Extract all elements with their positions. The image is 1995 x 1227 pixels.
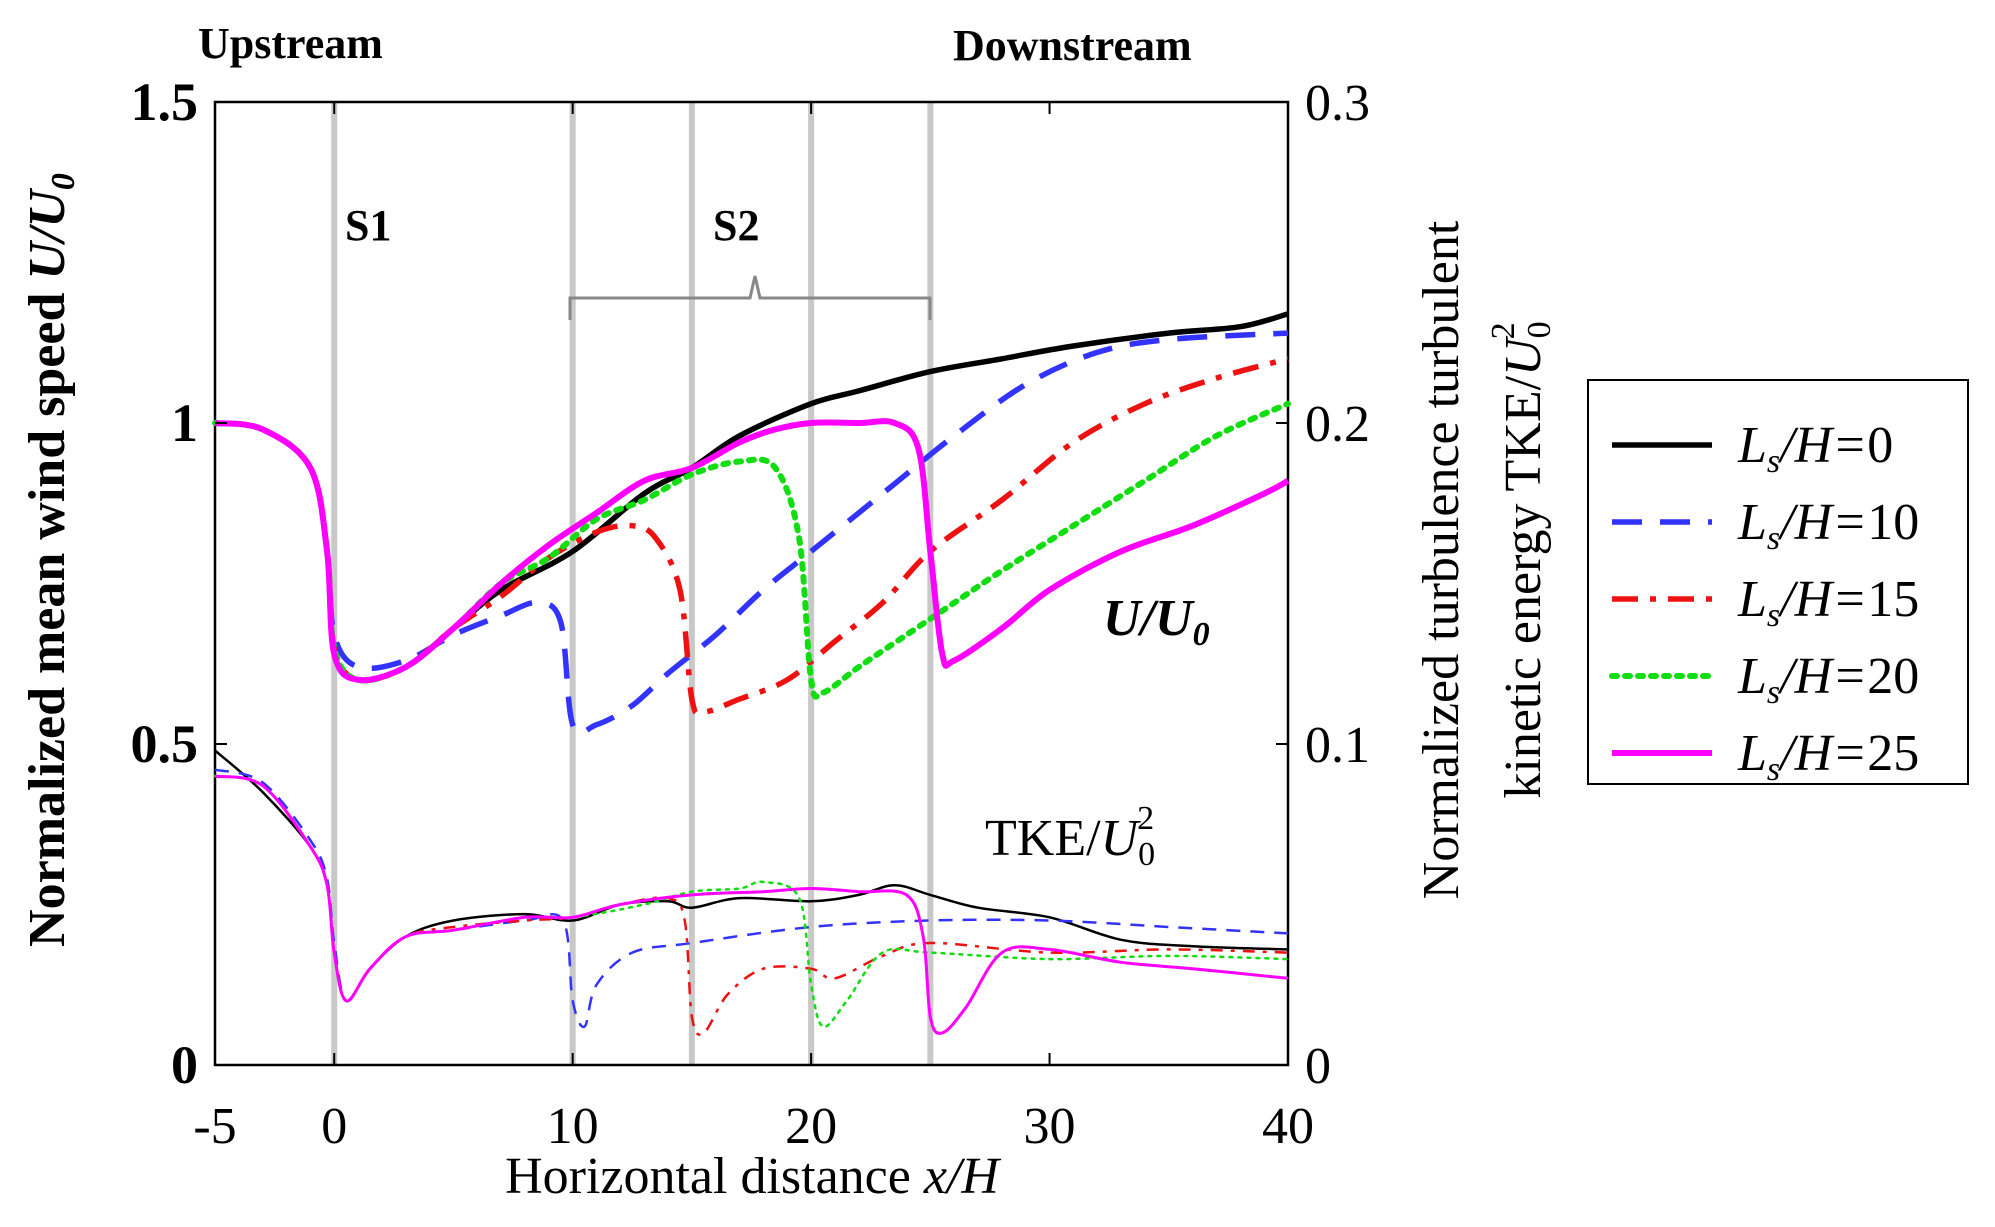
legend-label-15: Ls/H=15 <box>1737 571 1919 634</box>
left-y-axis-label: Normalized mean wind speed U/U0 <box>19 173 82 947</box>
x-tick-label: -5 <box>193 1098 236 1155</box>
s2-bracket <box>568 275 932 320</box>
plot-frame <box>213 100 1290 1067</box>
left-tick-label: 1 <box>171 393 198 453</box>
tke-annotation: TKE/U02 <box>985 800 1155 873</box>
tke-line-25 <box>214 774 1289 1035</box>
legend-label-25: Ls/H=25 <box>1737 725 1919 788</box>
legend-label-10: Ls/H=10 <box>1737 494 1919 557</box>
x-tick-label: 10 <box>547 1098 599 1155</box>
right-y-axis-label-line1: Normalized turbulence turbulent <box>1413 220 1470 899</box>
u-line-15 <box>214 356 1289 716</box>
left-tick-label: 1.5 <box>131 72 199 132</box>
section-lines <box>331 102 934 1065</box>
x-tick-label: 20 <box>785 1098 837 1155</box>
left-tick-label: 0.5 <box>131 714 199 774</box>
x-tick-label: 0 <box>321 1098 347 1155</box>
left-tick-label: 0 <box>171 1035 198 1095</box>
right-tick-label: 0.3 <box>1305 75 1370 132</box>
u-line-10 <box>214 330 1289 736</box>
right-tick-label: 0.2 <box>1305 396 1370 453</box>
s2-label: S2 <box>713 201 759 250</box>
right-tick-label: 0.1 <box>1305 717 1370 774</box>
right-y-axis-label-line2: kinetic energy TKE/U02 <box>1485 321 1558 798</box>
downstream-label: Downstream <box>953 21 1192 70</box>
u-annotation: U/U0 <box>1103 590 1210 653</box>
x-tick-label: 30 <box>1024 1098 1076 1155</box>
x-tick-label: 40 <box>1262 1098 1314 1155</box>
right-tick-label: 0 <box>1305 1038 1331 1095</box>
upstream-label: Upstream <box>198 19 383 68</box>
legend-label-20: Ls/H=20 <box>1737 648 1919 711</box>
x-axis-label: Horizontal distance x/H <box>505 1148 1001 1205</box>
s1-label: S1 <box>345 201 391 250</box>
legend-label-0: Ls/H=0 <box>1737 417 1893 480</box>
legend: Ls/H=0 Ls/H=10 Ls/H=15 Ls/H=20 Ls/H=25 <box>1609 417 1919 788</box>
series-layer <box>212 311 1291 1036</box>
u-line-25 <box>214 418 1290 684</box>
